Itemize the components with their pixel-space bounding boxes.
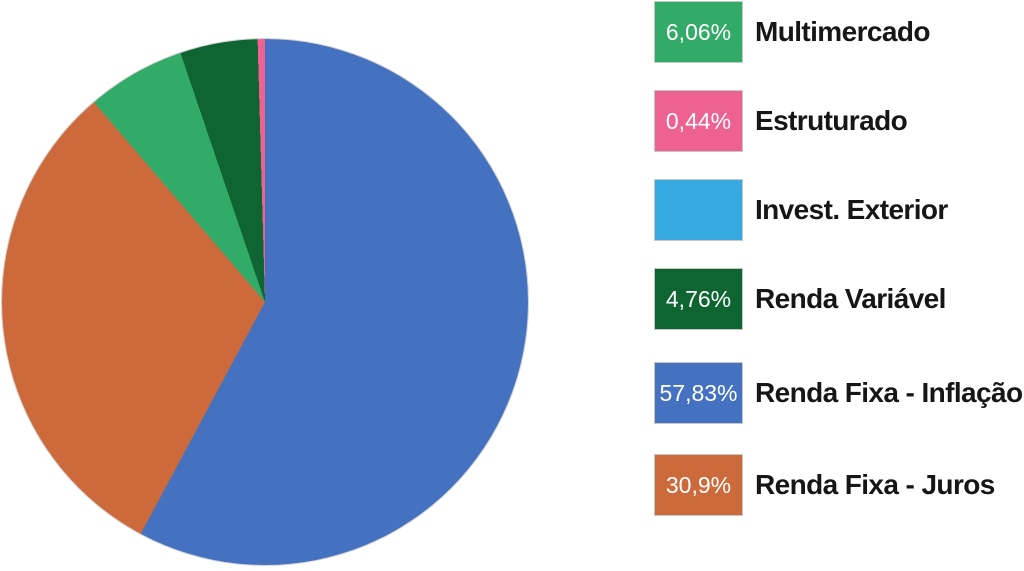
legend-item-invest-exterior: Invest. Exterior bbox=[655, 180, 1024, 240]
legend-item-multimercado: 6,06% Multimercado bbox=[655, 2, 1024, 62]
legend-percent: 4,76% bbox=[665, 285, 732, 312]
legend-label: Renda Fixa - Juros bbox=[755, 469, 995, 500]
legend-label: Invest. Exterior bbox=[755, 194, 948, 225]
legend-percent: 30,9% bbox=[665, 471, 732, 498]
legend: 6,06% Multimercado 0,44% Estruturado Inv… bbox=[655, 0, 1024, 571]
legend-item-estruturado: 0,44% Estruturado bbox=[655, 91, 1024, 151]
legend-swatch: 30,9% bbox=[655, 455, 742, 515]
pie-chart bbox=[2, 39, 528, 565]
legend-label: Renda Fixa - Inflação bbox=[755, 377, 1023, 408]
legend-item-renda-variavel: 4,76% Renda Variável bbox=[655, 269, 1024, 329]
legend-percent: 6,06% bbox=[665, 18, 732, 45]
legend-label: Renda Variável bbox=[755, 283, 946, 314]
legend-swatch: 6,06% bbox=[655, 2, 742, 62]
legend-swatch: 4,76% bbox=[655, 269, 742, 329]
legend-swatch: 0,44% bbox=[655, 91, 742, 151]
legend-label: Estruturado bbox=[755, 105, 908, 136]
legend-label: Multimercado bbox=[755, 16, 930, 47]
legend-swatch: 57,83% bbox=[655, 363, 742, 423]
legend-item-renda-fixa-juros: 30,9% Renda Fixa - Juros bbox=[655, 455, 1024, 515]
legend-percent: 0,44% bbox=[665, 107, 732, 134]
legend-swatch bbox=[655, 180, 742, 240]
legend-percent: 57,83% bbox=[659, 379, 738, 406]
legend-item-renda-fixa-inflacao: 57,83% Renda Fixa - Inflação bbox=[655, 363, 1024, 423]
